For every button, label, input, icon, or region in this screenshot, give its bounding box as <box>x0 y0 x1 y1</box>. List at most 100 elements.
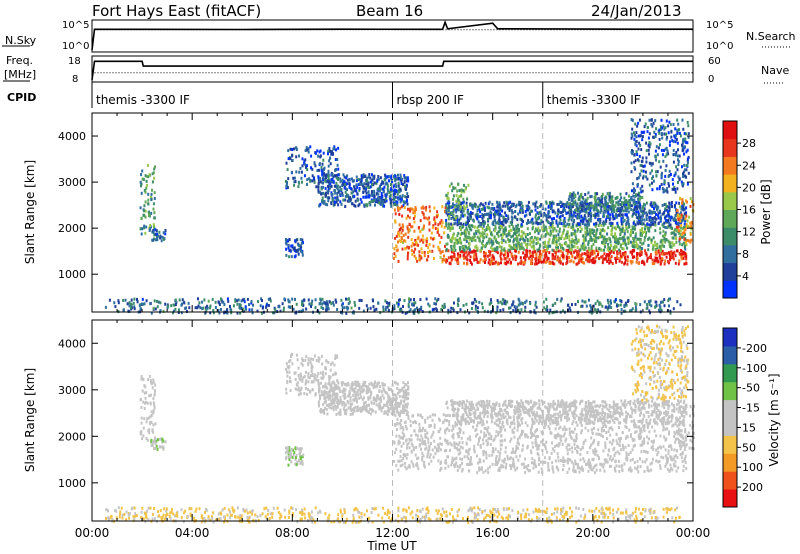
data-cell-7 <box>587 246 590 250</box>
data-cell-5 <box>420 256 423 260</box>
data-cell-13 <box>324 302 327 306</box>
data-cell-4 <box>404 184 407 188</box>
data-cell-4 <box>400 182 403 186</box>
data-cell-12 <box>649 171 652 175</box>
data-cell-8 <box>678 201 681 205</box>
data-cell-7 <box>526 239 529 243</box>
data-cell-7 <box>662 225 665 229</box>
data-cell-8 <box>650 223 653 227</box>
data-cell-4 <box>379 176 382 180</box>
data-cell-8 <box>580 214 583 218</box>
data-cell-11 <box>571 193 574 197</box>
data-cell-0 <box>145 420 148 424</box>
data-cell-1 <box>164 229 167 232</box>
data-cell-5 <box>395 234 398 238</box>
data-cell-2 <box>335 148 337 152</box>
data-cell-13 <box>497 301 500 305</box>
data-cell-8 <box>555 221 558 225</box>
data-cell-8 <box>456 220 459 224</box>
data-cell-7 <box>654 240 656 244</box>
data-cell-13 <box>386 305 389 309</box>
data-cell-8 <box>581 219 584 223</box>
data-cell-6 <box>453 253 456 256</box>
data-cell-9 <box>689 221 692 225</box>
data-cell-5 <box>402 241 404 244</box>
data-cell-5 <box>413 243 416 247</box>
data-cell-6 <box>575 262 578 266</box>
data-cell-8 <box>583 223 586 227</box>
data-cell-8 <box>496 221 499 225</box>
data-cell-6 <box>450 255 452 259</box>
data-cell-12 <box>650 122 653 126</box>
data-cell-2 <box>302 376 305 380</box>
data-cell-13 <box>517 308 520 312</box>
data-cell-13 <box>470 307 473 310</box>
data-cell-8 <box>511 211 514 215</box>
data-cell-0 <box>151 428 154 432</box>
data-cell-7 <box>539 237 542 241</box>
data-cell-8 <box>492 213 495 217</box>
data-cell-6 <box>646 259 649 263</box>
data-cell-7 <box>535 242 538 246</box>
data-cell-2 <box>310 365 313 369</box>
data-cell-12 <box>630 170 633 174</box>
data-cell-7 <box>601 228 604 232</box>
data-cell-8 <box>539 222 542 226</box>
data-cell-12 <box>634 122 637 126</box>
data-cell-6 <box>507 252 510 256</box>
data-cell-4 <box>401 177 404 181</box>
data-cell-2 <box>319 149 322 153</box>
data-cell-7 <box>626 236 629 240</box>
data-cell-8 <box>649 215 652 219</box>
data-cell-7 <box>627 242 630 246</box>
data-cell-4 <box>358 187 361 190</box>
data-cell-8 <box>521 206 524 210</box>
data-cell-7 <box>465 240 468 243</box>
data-cell-5 <box>417 236 420 240</box>
data-cell-11 <box>590 203 593 207</box>
data-cell-4 <box>327 174 330 178</box>
data-cell-4 <box>382 204 384 208</box>
data-cell-12 <box>673 187 676 191</box>
data-cell-6 <box>465 250 468 254</box>
data-cell-8 <box>659 215 662 219</box>
data-cell-7 <box>520 242 523 246</box>
data-cell-13 <box>462 304 465 307</box>
data-cell-7 <box>453 246 456 250</box>
data-cell-8 <box>573 210 576 214</box>
data-cell-0 <box>152 397 155 401</box>
data-cell-10 <box>460 188 463 192</box>
data-cell-8 <box>682 205 685 209</box>
data-cell-0 <box>151 386 154 390</box>
data-cell-7 <box>631 241 634 245</box>
data-cell-8 <box>483 209 486 212</box>
data-cell-1 <box>150 440 153 444</box>
data-cell-8 <box>670 200 673 204</box>
data-cell-7 <box>642 231 644 235</box>
data-cell-13 <box>443 305 446 309</box>
data-cell-6 <box>539 259 542 263</box>
data-cell-8 <box>597 213 600 217</box>
data-cell-9 <box>690 225 693 229</box>
data-cell-6 <box>676 249 678 253</box>
data-cell-4 <box>337 203 340 207</box>
data-cell-9 <box>680 215 683 219</box>
data-cell-12 <box>683 152 685 156</box>
data-cell-13 <box>659 305 662 309</box>
data-cell-12 <box>634 133 636 137</box>
data-cell-13 <box>232 304 235 308</box>
data-cell-10 <box>452 194 455 198</box>
data-cell-10 <box>459 207 462 211</box>
data-cell-12 <box>682 170 685 174</box>
data-cell-8 <box>634 223 637 227</box>
data-cell-13 <box>136 297 138 301</box>
data-cell-8 <box>588 218 591 222</box>
data-cell-8 <box>650 211 652 214</box>
data-cell-13 <box>132 301 135 305</box>
data-cell-7 <box>681 235 684 239</box>
data-cell-2 <box>291 362 294 366</box>
data-cell-4 <box>406 192 409 196</box>
data-cell-11 <box>635 205 638 209</box>
data-cell-7 <box>664 232 667 236</box>
data-cell-4 <box>400 198 403 202</box>
